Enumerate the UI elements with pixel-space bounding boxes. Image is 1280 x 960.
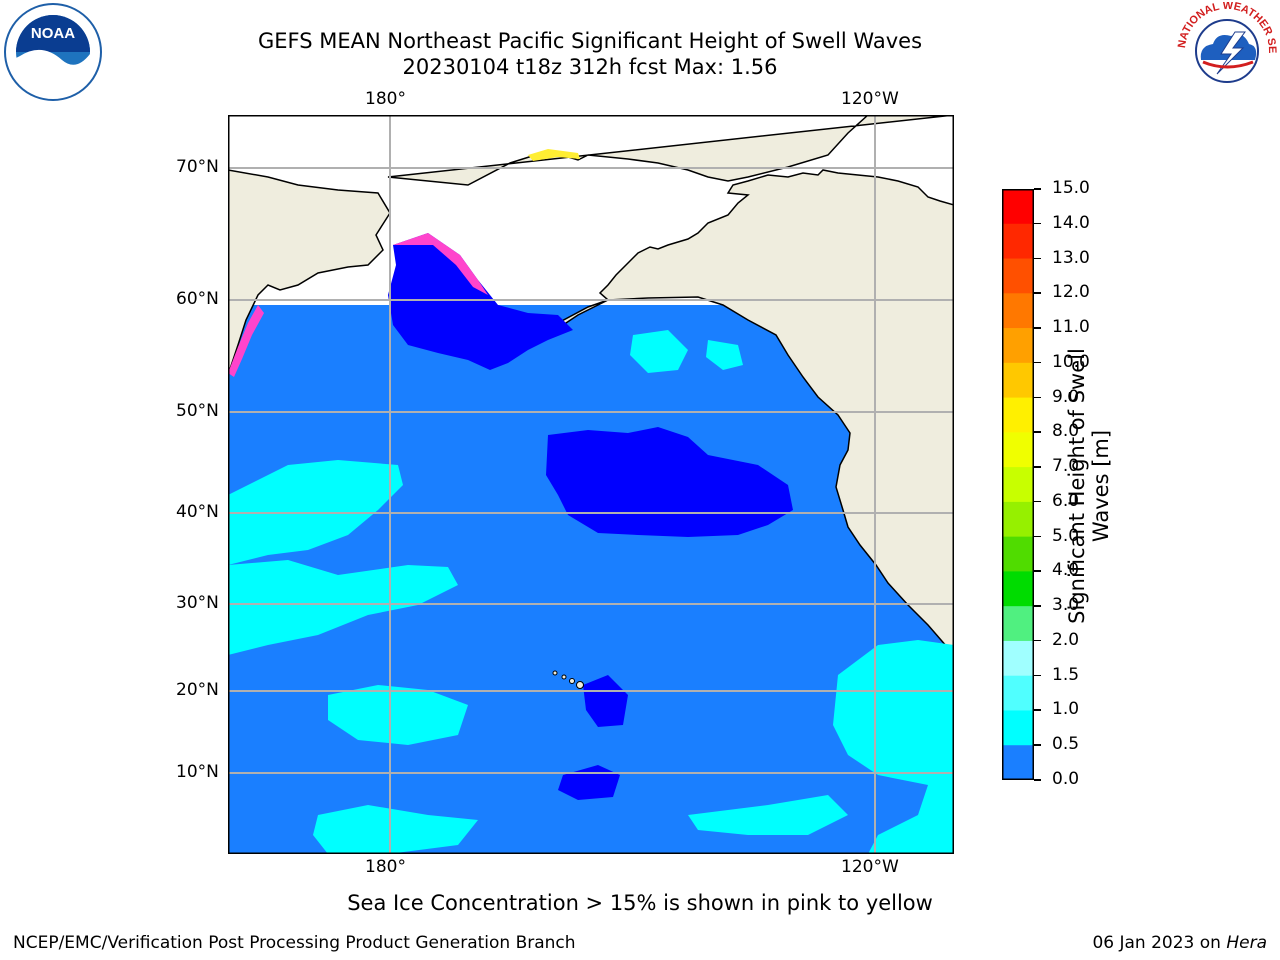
colorbar-segment: [1002, 467, 1034, 503]
colorbar-tick-mark: [1034, 431, 1041, 433]
colorbar-tick-mark: [1034, 466, 1041, 468]
lon-label-bottom-180: 180°: [365, 857, 406, 877]
colorbar: [1002, 189, 1034, 781]
noaa-logo-text: NOAA: [31, 25, 75, 42]
colorbar-tick-mark: [1034, 605, 1041, 607]
chart-title-line2: 20230104 t18z 312h fcst Max: 1.56: [402, 55, 778, 79]
lat-label-20n: 20°N: [176, 680, 219, 700]
colorbar-tick-label: 5.0: [1052, 525, 1080, 546]
colorbar-tick-label: 4.0: [1052, 560, 1080, 581]
colorbar-tick-label: 0.0: [1052, 769, 1080, 789]
colorbar-tick-label: 10.0: [1052, 351, 1090, 372]
colorbar-segment: [1002, 745, 1034, 781]
colorbar-segment: [1002, 710, 1034, 746]
colorbar-segment: [1002, 328, 1034, 364]
colorbar-tick-mark: [1034, 744, 1041, 746]
dark-water-bering: [388, 233, 573, 370]
colorbar-title: Significant Height of Swell Waves [m]: [1065, 348, 1113, 624]
colorbar-tick-mark: [1034, 361, 1041, 364]
colorbar-tick-mark: [1034, 535, 1041, 538]
colorbar-segment: [1002, 432, 1034, 468]
lat-label-60n: 60°N: [176, 289, 219, 309]
lat-label-10n: 10°N: [176, 762, 219, 782]
lat-label-30n: 30°N: [176, 593, 219, 613]
lon-label-top-180: 180°: [365, 89, 406, 109]
colorbar-tick-label: 3.0: [1052, 595, 1080, 616]
colorbar-segment: [1002, 501, 1034, 538]
lon-label-bottom-120w: 120°W: [841, 857, 899, 877]
colorbar-tick-mark: [1034, 570, 1041, 572]
chart-title-line1: GEFS MEAN Northeast Pacific Significant …: [257, 29, 923, 53]
colorbar-tick-mark: [1034, 639, 1041, 642]
colorbar-tick-label: 1.5: [1052, 664, 1080, 685]
colorbar-segment: [1002, 397, 1034, 433]
light-water-southeast: [833, 640, 954, 854]
sea-ice-note: Sea Ice Concentration > 15% is shown in …: [347, 891, 933, 915]
colorbar-tick-label: 12.0: [1052, 282, 1090, 303]
colorbar-segment: [1002, 675, 1034, 711]
colorbar-tick-label: 1.0: [1052, 699, 1080, 720]
colorbar-tick-mark: [1034, 188, 1041, 190]
colorbar-segment: [1002, 362, 1034, 399]
lat-label-50n: 50°N: [176, 401, 219, 421]
colorbar-segment: [1002, 223, 1034, 260]
colorbar-segment: [1002, 258, 1034, 294]
colorbar-tick-mark: [1034, 396, 1041, 399]
hawaii-islands: [552, 670, 584, 689]
colorbar-tick-mark: [1034, 257, 1041, 260]
colorbar-tick-label: 13.0: [1052, 247, 1090, 268]
national-weather-service-logo: NATIONAL WEATHER SERVICE: [1173, 0, 1278, 100]
asia-land: [227, 169, 391, 376]
colorbar-tick-label: 2.0: [1052, 629, 1080, 650]
colorbar-tick-label: 0.5: [1052, 734, 1080, 755]
lat-label-40n: 40°N: [176, 502, 219, 522]
footer-credit: NCEP/EMC/Verification Post Processing Pr…: [13, 933, 576, 953]
colorbar-tick-mark: [1034, 709, 1041, 711]
colorbar-tick-label: 7.0: [1052, 456, 1080, 477]
colorbar-tick-label: 8.0: [1052, 421, 1080, 442]
colorbar-tick-mark: [1034, 222, 1041, 225]
colorbar-tick-mark: [1034, 779, 1041, 781]
footer-host: Hera: [1226, 933, 1267, 953]
colorbar-segment: [1002, 640, 1034, 677]
colorbar-tick-mark: [1034, 327, 1041, 329]
colorbar-tick-mark: [1034, 674, 1041, 677]
colorbar-tick-label: 11.0: [1052, 317, 1090, 338]
map-panel: [227, 114, 955, 854]
sea-ice-fringe: [393, 233, 488, 295]
dark-water-central: [546, 427, 793, 537]
colorbar-segment: [1002, 189, 1034, 225]
colorbar-segment: [1002, 571, 1034, 607]
colorbar-tick-label: 15.0: [1052, 178, 1090, 198]
footer-date-text: 06 Jan 2023 on: [1092, 933, 1227, 953]
colorbar-tick-mark: [1034, 500, 1041, 503]
lat-label-70n: 70°N: [176, 157, 219, 177]
north-america-land: [387, 114, 955, 658]
swell-height-map: [227, 114, 955, 854]
colorbar-segment: [1002, 293, 1034, 329]
map-gridlines: [228, 115, 954, 854]
colorbar-segment: [1002, 606, 1034, 642]
colorbar-frame: [1002, 189, 1034, 780]
footer-date: 06 Jan 2023 on Hera: [1092, 933, 1267, 953]
colorbar-tick-label: 14.0: [1052, 212, 1090, 233]
colorbar-tick-mark: [1034, 292, 1041, 294]
lon-label-top-120w: 120°W: [841, 89, 899, 109]
map-frame: [228, 115, 954, 854]
colorbar-segment: [1002, 536, 1034, 572]
noaa-logo: NOAA: [2, 2, 104, 102]
colorbar-tick-label: 6.0: [1052, 490, 1080, 511]
colorbar-tick-label: 9.0: [1052, 386, 1080, 407]
